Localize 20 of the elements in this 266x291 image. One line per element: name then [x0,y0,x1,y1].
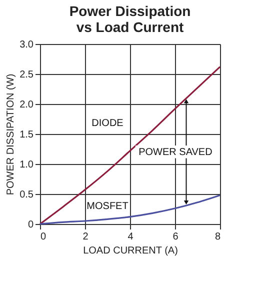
x-tick-label: 2 [82,232,89,242]
line-series [39,194,221,225]
x-tick-label: 0 [40,232,46,242]
x-tick-label: 6 [172,232,179,242]
y-tick-label: 0 [28,220,34,230]
y-tick-label: 0.5 [20,190,34,200]
y-tick-label: 2.0 [20,100,34,110]
text: DIODE [92,118,124,130]
y-tick-label: 2.5 [20,70,34,80]
y-tick-label: 3.0 [20,40,34,50]
x-tick-label: 8 [214,232,221,242]
line-series [39,66,221,225]
chart-title: Power Dissipation vs Load Current [69,3,191,35]
x-axis-title: LOAD CURRENT (A) [83,246,178,256]
x-tick-label: 4 [128,232,134,242]
y-tick-label: 1.5 [20,130,34,140]
series-label: MOSFET [86,201,128,212]
y-axis-title: POWER DISSIPATION (W) [6,74,17,196]
annotation: POWER SAVED [138,146,212,158]
y-tick-label: 1.0 [20,160,34,170]
